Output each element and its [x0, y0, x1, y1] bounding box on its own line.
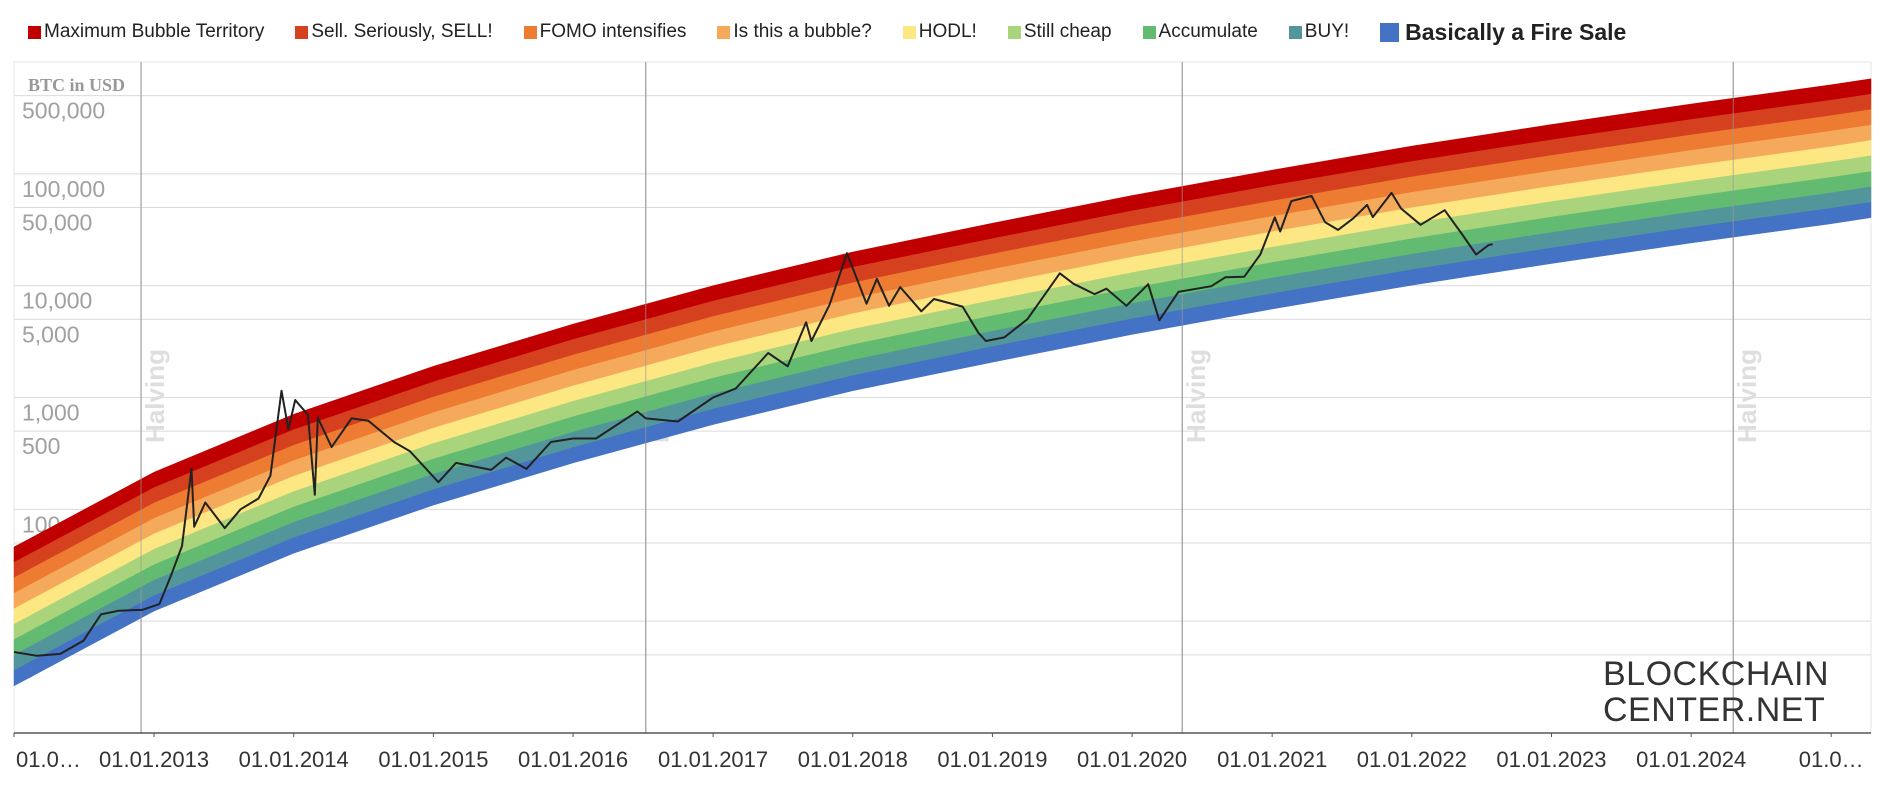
x-tick-label: 01.0…	[16, 747, 81, 772]
x-tick-label: 01.01.2020	[1077, 747, 1187, 772]
legend-item: HODL!	[902, 21, 977, 43]
legend-label: Still cheap	[1023, 21, 1112, 42]
legend-item: Is this a bubble?	[717, 21, 872, 43]
x-tick-label: 01.01.2023	[1496, 747, 1606, 772]
y-tick-label: 500	[22, 433, 60, 459]
x-tick-label: 01.01.2015	[378, 747, 488, 772]
y-tick-label: 10,000	[22, 288, 92, 314]
x-tick-label: 01.01.2016	[518, 747, 628, 772]
legend-item: FOMO intensifies	[523, 21, 687, 43]
price-line	[13, 191, 1493, 657]
logo-text: BLOCKCHAIN	[1603, 655, 1829, 693]
x-tick-label: 01.01.2022	[1357, 747, 1467, 772]
x-tick-label: 01.01.2019	[937, 747, 1047, 772]
x-tick-label: 01.0…	[1799, 747, 1864, 772]
x-tick-label: 01.01.2014	[239, 747, 349, 772]
x-tick-label: 01.01.2013	[99, 747, 209, 772]
legend-label: BUY!	[1304, 21, 1350, 42]
legend-swatch	[1380, 22, 1400, 42]
legend-swatch	[717, 25, 731, 39]
logo-text: CENTER.NET	[1603, 691, 1825, 729]
legend-item: Basically a Fire Sale	[1380, 19, 1626, 46]
x-tick-label: 01.01.2017	[658, 747, 768, 772]
halving-label: Halving	[140, 349, 170, 443]
legend-item: Sell. Seriously, SELL!	[295, 21, 493, 43]
x-tick-label: 01.01.2021	[1217, 747, 1327, 772]
legend-item: Accumulate	[1142, 21, 1258, 43]
legend-label: Maximum Bubble Territory	[44, 21, 265, 42]
legend-item: BUY!	[1288, 21, 1350, 43]
legend-swatch	[1288, 25, 1302, 39]
legend-swatch	[1142, 25, 1156, 39]
legend-label: Sell. Seriously, SELL!	[311, 21, 493, 42]
rainbow-band	[13, 202, 1872, 687]
legend-label: Accumulate	[1158, 21, 1258, 42]
x-tick-label: 01.01.2018	[798, 747, 908, 772]
halving-label: Halving	[1181, 349, 1211, 443]
halving-label: Halving	[1732, 349, 1762, 443]
legend-item: Maximum Bubble Territory	[28, 21, 264, 43]
y-tick-label: 5,000	[22, 321, 80, 347]
legend-swatch	[523, 25, 537, 39]
legend-swatch	[28, 25, 41, 39]
legend-swatch	[295, 25, 309, 39]
legend-label: HODL!	[918, 21, 977, 42]
legend: Maximum Bubble Territory Sell. Seriously,…	[28, 14, 1657, 50]
y-tick-label: 50,000	[22, 210, 92, 236]
y-axis-label: BTC in USD	[28, 75, 125, 95]
y-tick-label: 1,000	[22, 400, 80, 426]
y-tick-label: 100,000	[22, 176, 105, 202]
x-tick-label: 01.01.2024	[1636, 747, 1746, 772]
legend-swatch	[902, 25, 916, 39]
legend-label: FOMO intensifies	[539, 21, 687, 42]
legend-label: Basically a Fire Sale	[1405, 18, 1627, 45]
legend-label: Is this a bubble?	[733, 21, 872, 42]
legend-item: Still cheap	[1007, 21, 1112, 43]
legend-swatch	[1007, 25, 1021, 39]
y-tick-label: 500,000	[22, 98, 105, 124]
